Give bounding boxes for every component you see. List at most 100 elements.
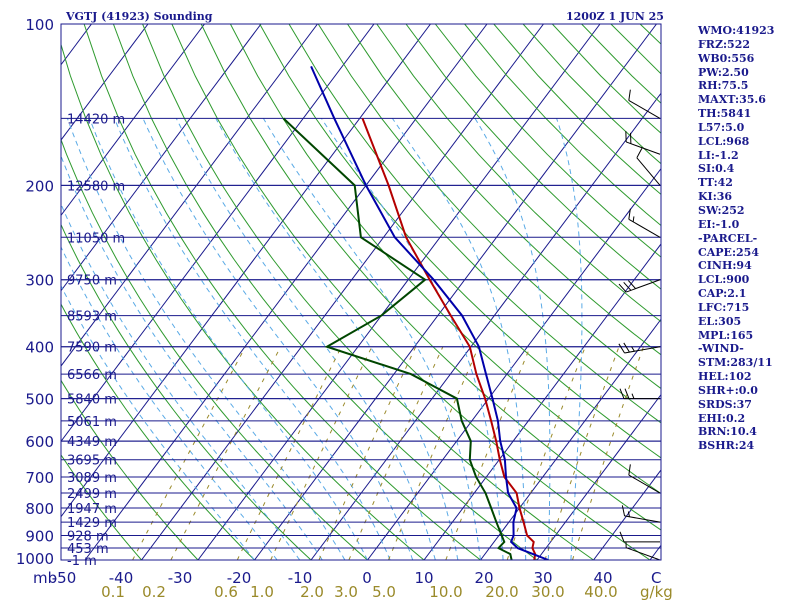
wind-barb-flag	[624, 388, 630, 399]
mixing-ratio-lines	[132, 346, 644, 560]
wind-barb	[618, 279, 661, 293]
mixing-ratio-tick-label: 10.0	[429, 583, 462, 600]
isotherm-line	[310, 92, 661, 560]
wind-barb-flag	[619, 531, 625, 543]
mixing-ratio-tick-label: 5.0	[372, 583, 396, 600]
index-row: SI:0.4	[698, 162, 735, 176]
pressure-tick-label: 100	[25, 16, 54, 34]
mixing-ratio-line	[132, 346, 246, 560]
index-row: BRN:10.4	[698, 425, 757, 439]
sounding-indices: WMO:41923 FRZ:522 WB0:556 PW:2.50 RH:75.5 MAX…	[698, 24, 798, 453]
isotherm-line	[536, 393, 661, 560]
wind-barb-flag	[623, 281, 632, 291]
wind-barb-flag	[621, 505, 626, 517]
mixing-ratio-tick-label: 3.0	[334, 583, 358, 600]
isotherm-line	[61, 24, 431, 518]
wind-barb-flag	[618, 343, 625, 354]
mixing-ratio-unit-label: g/kg	[640, 583, 673, 600]
temperature-tick-label: 40	[593, 569, 612, 587]
index-row: EHI:0.2	[698, 411, 746, 425]
mixing-ratio-tick-label: 0.6	[214, 583, 238, 600]
mixing-ratio-tick-label: 2.0	[300, 583, 324, 600]
index-row: EL:305	[698, 314, 742, 328]
moist-adiabat	[113, 118, 391, 560]
wind-barb	[621, 505, 661, 523]
pressure-tick-label: 800	[25, 500, 54, 518]
index-row: WB0:556	[698, 51, 755, 65]
temperature-tick-label: 20	[474, 569, 493, 587]
pressure-tick-label: 300	[25, 272, 54, 290]
isotherm-lines	[61, 24, 661, 560]
index-row: LI:-1.2	[698, 148, 739, 162]
parcel-profile	[310, 65, 549, 560]
wind-barb-flag	[619, 388, 625, 399]
index-row: BSHR:24	[698, 439, 755, 453]
moist-adiabat	[391, 118, 527, 560]
plot-frame	[60, 23, 662, 561]
temperature-profile	[361, 118, 537, 560]
isotherm-line	[423, 243, 661, 560]
time-title: 1200Z 1 JUN 25	[566, 10, 664, 23]
wind-barb-flag	[618, 283, 627, 293]
index-row: EI:-1.0	[698, 217, 740, 231]
wind-barb	[619, 531, 660, 543]
wind-barb-flag	[628, 208, 631, 220]
pressure-tick-label: 500	[25, 391, 54, 409]
wind-barb	[628, 89, 661, 119]
temperature-tick-label: 0	[362, 569, 372, 587]
mixing-ratio-line	[388, 346, 480, 560]
isotherm-line	[61, 24, 205, 217]
height-label: 12580 m	[67, 179, 125, 194]
height-label: 1429 m	[67, 516, 117, 531]
index-row: SRDS:37	[698, 397, 752, 411]
index-row: FRZ:522	[698, 37, 751, 51]
moist-adiabat	[89, 118, 368, 560]
index-row: LCL:968	[698, 134, 750, 148]
index-row: -WIND-	[698, 342, 744, 356]
index-row: -PARCEL-	[698, 231, 758, 245]
height-label: 3695 m	[67, 454, 117, 469]
index-row: TT:42	[698, 176, 733, 190]
station-title: VGTJ (41923) Sounding	[65, 10, 213, 23]
index-row: MAXT:35.6	[698, 93, 766, 107]
height-label: 453 m	[67, 542, 109, 557]
wind-barb-half	[631, 393, 635, 399]
pressure-tick-label: 700	[25, 469, 54, 487]
pressure-tick-label: 400	[25, 339, 54, 357]
wind-barb-staff	[624, 346, 661, 354]
height-label: 3089 m	[67, 471, 117, 486]
height-label: 9750 m	[67, 274, 117, 289]
temperature-unit-label: C	[651, 569, 661, 587]
wind-barb	[618, 342, 661, 354]
isotherm-line	[197, 24, 601, 560]
sounding-series	[282, 65, 549, 560]
height-label: 8593 m	[67, 310, 117, 325]
wind-barb-flag	[636, 148, 643, 159]
moist-adiabats	[61, 118, 583, 560]
pressure-tick-label: 600	[25, 433, 54, 451]
index-row: CAPE:254	[698, 245, 759, 259]
wind-barb-staff	[624, 515, 661, 523]
moist-adiabat	[61, 154, 323, 560]
mixing-ratio-line	[572, 346, 644, 560]
height-label: -1 m	[67, 554, 97, 569]
moist-adiabat	[61, 245, 278, 560]
wind-barb-staff	[628, 99, 661, 119]
isotherm-line	[61, 24, 149, 141]
height-label: 5840 m	[67, 393, 117, 408]
wind-barb	[625, 131, 661, 155]
index-row: HEL:102	[698, 370, 752, 384]
temperature-tick-label: -10	[288, 569, 313, 587]
wind-barb-staff	[626, 141, 661, 155]
temperature-tick-label: -40	[109, 569, 134, 587]
wind-barb	[625, 542, 661, 561]
temperature-tick-label: 30	[533, 569, 552, 587]
index-row: KI:36	[698, 190, 733, 204]
wind-barb	[628, 464, 661, 494]
temperature-tick-label: -30	[168, 569, 193, 587]
wind-barb-flag	[628, 280, 636, 289]
isotherm-line	[61, 24, 262, 292]
index-row: STM:283/11	[698, 356, 773, 370]
mixing-ratio-line	[236, 346, 342, 560]
